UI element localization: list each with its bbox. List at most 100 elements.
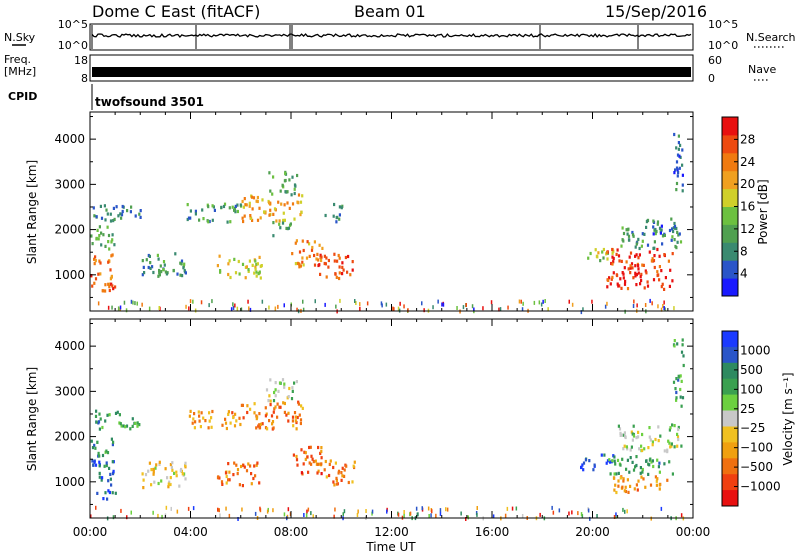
- echo-cell: [245, 265, 248, 269]
- echo-cell: [174, 252, 177, 256]
- echo-cell: [234, 271, 238, 275]
- echo-cell: [291, 386, 294, 390]
- echo-cell: [311, 457, 314, 461]
- colorbar-swatch: [722, 331, 738, 348]
- scatter-echo: [622, 507, 624, 512]
- echo-cell: [152, 467, 155, 471]
- scatter-echo: [633, 299, 635, 304]
- echo-cell: [657, 425, 660, 429]
- echo-cell: [157, 481, 160, 486]
- echo-cell: [319, 253, 322, 257]
- echo-cell: [164, 270, 167, 274]
- echo-cell: [639, 466, 642, 470]
- echo-cell: [652, 225, 655, 229]
- echo-cell: [320, 258, 323, 263]
- echo-cell: [158, 273, 161, 277]
- echo-cell: [138, 212, 141, 216]
- echo-cell: [108, 247, 111, 251]
- echo-cell: [236, 468, 240, 472]
- echo-cell: [338, 205, 341, 209]
- echo-cell: [221, 423, 224, 427]
- echo-cell: [610, 277, 613, 281]
- echo-cell: [597, 251, 600, 255]
- colorbar-tick-label: 8: [740, 244, 748, 258]
- echo-cell: [341, 474, 344, 478]
- echo-cell: [258, 481, 261, 485]
- colorbar-tick-label: −1000: [740, 480, 781, 494]
- echo-cell: [272, 212, 275, 216]
- echo-cell: [316, 471, 319, 475]
- echo-cell: [630, 430, 633, 434]
- scatter-echo: [192, 506, 195, 511]
- echo-cell: [194, 212, 197, 216]
- scatter-echo: [471, 304, 474, 309]
- scatter-echo: [333, 514, 335, 519]
- echo-cell: [320, 472, 323, 476]
- echo-cell: [272, 426, 275, 430]
- echo-cell: [649, 438, 652, 442]
- echo-cell: [149, 266, 152, 270]
- echo-cell: [658, 461, 661, 465]
- echo-cell: [310, 454, 313, 458]
- echo-cell: [99, 417, 102, 421]
- echo-cell: [283, 382, 286, 386]
- echo-cell: [614, 483, 617, 487]
- echo-cell: [316, 462, 319, 466]
- colorbar-swatch: [722, 278, 738, 297]
- echo-cell: [157, 257, 160, 261]
- echo-cell: [632, 424, 635, 428]
- echo-cell: [240, 464, 243, 469]
- echo-cell: [224, 417, 227, 421]
- scatter-echo: [254, 511, 257, 516]
- echo-cell: [227, 410, 230, 414]
- echo-cell: [639, 471, 642, 475]
- scatter-echo: [660, 307, 663, 312]
- echo-cell: [279, 405, 282, 409]
- echo-cell: [301, 406, 304, 410]
- echo-cell: [601, 250, 604, 254]
- scatter-echo: [342, 512, 344, 517]
- echo-cell: [184, 461, 187, 465]
- echo-cell: [173, 471, 176, 475]
- echo-cell: [303, 450, 306, 454]
- echo-cell: [680, 444, 683, 448]
- scatter-echo: [581, 514, 584, 519]
- echo-cell: [259, 216, 262, 220]
- echo-cell: [582, 468, 585, 472]
- echo-cell: [94, 259, 97, 263]
- echo-cell: [239, 203, 242, 207]
- echo-cell: [335, 216, 338, 220]
- scatter-echo: [644, 303, 647, 307]
- echo-cell: [141, 259, 144, 263]
- echo-cell: [193, 412, 196, 416]
- scatter-echo: [437, 299, 439, 304]
- echo-cell: [147, 265, 150, 270]
- echo-cell: [623, 431, 626, 435]
- echo-cell: [677, 147, 680, 151]
- echo-cell: [291, 202, 295, 206]
- echo-cell: [236, 203, 239, 207]
- echo-cell: [674, 226, 677, 230]
- echo-cell: [243, 214, 246, 218]
- echo-cell: [272, 221, 275, 225]
- echo-cell: [609, 460, 612, 464]
- echo-cell: [340, 478, 343, 482]
- echo-cell: [119, 212, 122, 216]
- echo-cell: [186, 217, 189, 222]
- echo-cell: [109, 268, 112, 272]
- echo-cell: [111, 253, 114, 257]
- echo-cell: [668, 228, 672, 233]
- echo-cell: [677, 170, 680, 175]
- echo-cell: [663, 462, 666, 466]
- echo-cell: [106, 212, 109, 216]
- echo-cell: [301, 260, 304, 264]
- echo-cell: [233, 208, 236, 212]
- echo-cell: [338, 256, 341, 260]
- echo-cell: [677, 427, 680, 432]
- scatter-echo: [241, 507, 243, 512]
- echo-cell: [341, 265, 344, 269]
- echo-cell: [635, 455, 638, 459]
- echo-cell: [668, 284, 671, 288]
- echo-cell: [264, 414, 267, 418]
- echo-cell: [676, 444, 679, 448]
